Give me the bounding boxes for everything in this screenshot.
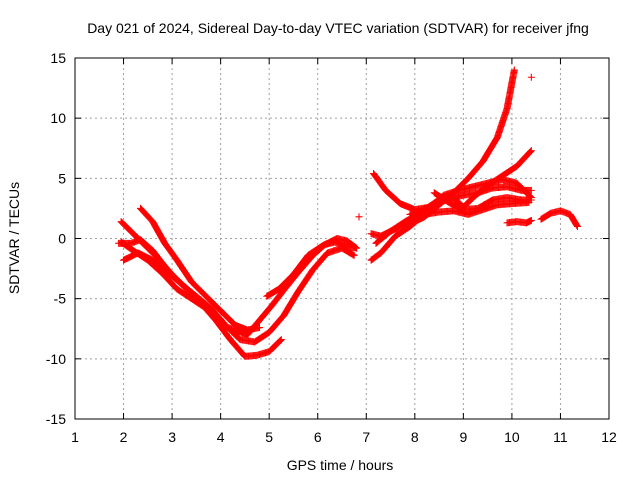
grid	[75, 58, 609, 419]
series-track-i	[367, 198, 533, 264]
x-tick-label: 5	[265, 429, 273, 445]
y-tick-labels: -15 -10 -5 0 5 10 15	[46, 50, 66, 427]
y-tick-label: 10	[50, 110, 66, 126]
x-tick-labels: 1 2 3 4 5 6 7 8 9 10 11 12	[71, 429, 617, 445]
x-tick-label: 12	[601, 429, 617, 445]
y-tick-label: 5	[58, 170, 66, 186]
x-tick-label: 9	[459, 429, 467, 445]
y-tick-label: 0	[58, 231, 66, 247]
series-track-m	[503, 216, 535, 227]
chart-title: Day 021 of 2024, Sidereal Day-to-day VTE…	[87, 20, 589, 36]
y-tick-label: -15	[46, 411, 66, 427]
series-track-n	[537, 207, 581, 230]
x-tick-label: 11	[553, 429, 568, 445]
y-axis-title: SDTVAR / TECUs	[6, 182, 22, 294]
x-tick-label: 1	[71, 429, 79, 445]
y-tick-label: -5	[54, 291, 67, 307]
series-outliers	[355, 73, 535, 221]
axis-ticks	[74, 57, 610, 420]
x-tick-label: 10	[504, 429, 520, 445]
x-tick-label: 2	[120, 429, 128, 445]
x-tick-label: 3	[168, 429, 176, 445]
series-track-l	[430, 189, 535, 214]
y-tick-label: 15	[50, 50, 66, 66]
x-tick-label: 4	[217, 429, 225, 445]
data-marks	[115, 66, 581, 360]
x-tick-label: 6	[314, 429, 322, 445]
series-track-k	[406, 147, 535, 218]
series-track-e	[137, 204, 263, 334]
y-tick-label: -10	[46, 351, 66, 367]
x-axis-title: GPS time / hours	[287, 457, 394, 473]
series-track-d	[120, 249, 186, 288]
series-track-f	[263, 235, 361, 300]
x-tick-label: 7	[362, 429, 370, 445]
x-tick-label: 8	[411, 429, 419, 445]
